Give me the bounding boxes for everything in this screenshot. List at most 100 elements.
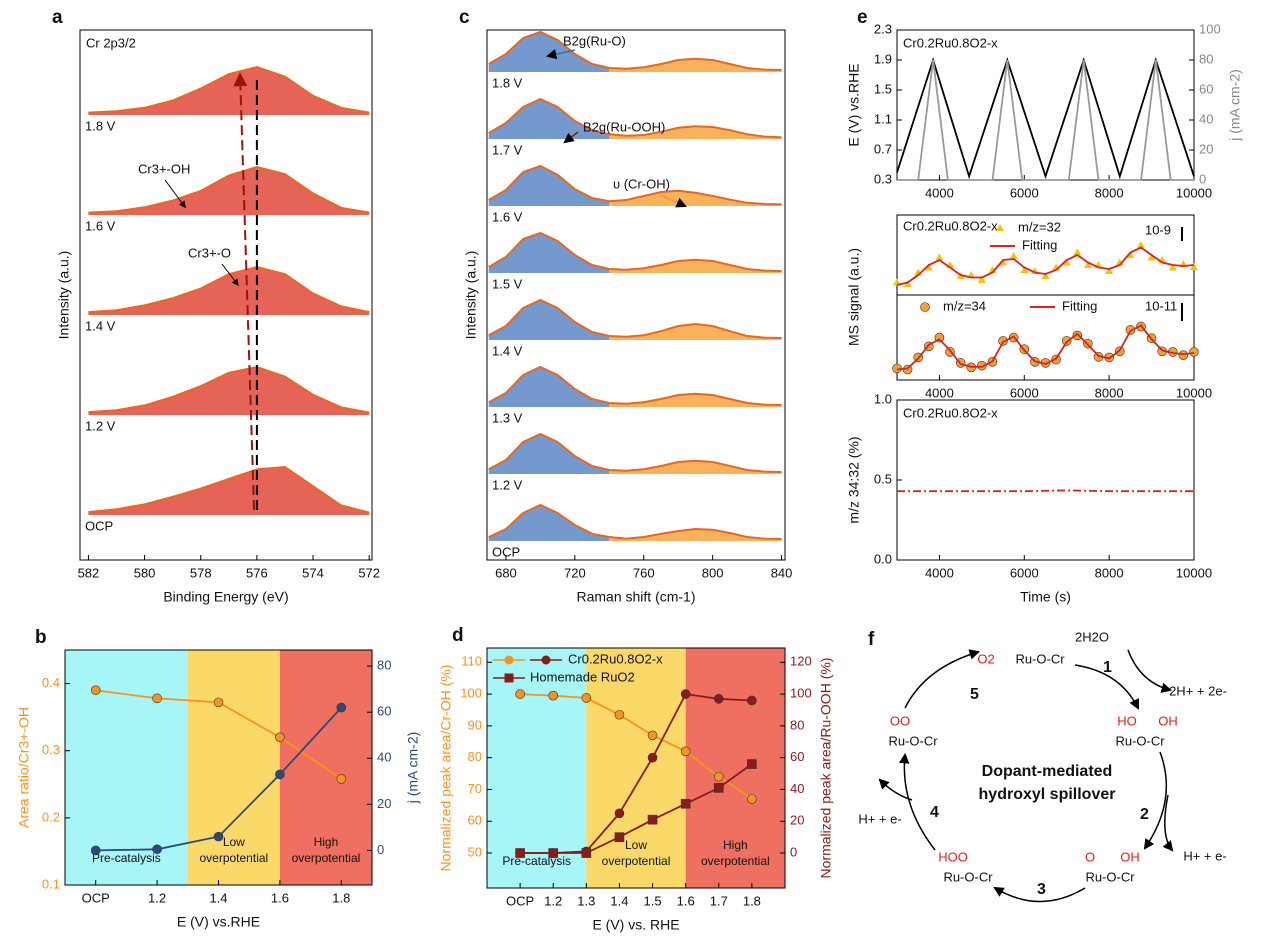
- x-tick-label: OCP: [506, 893, 534, 908]
- x-tick-label: 1.8: [332, 890, 350, 905]
- spectrum-label: 1.8 V: [85, 118, 116, 133]
- region: [187, 650, 280, 885]
- point: [614, 808, 625, 819]
- peak-area: [488, 233, 610, 273]
- panel-tag: Cr 2p3/2: [86, 35, 136, 50]
- y2-tick-label: 120: [790, 654, 812, 669]
- point: [336, 774, 347, 784]
- y-tick-label: 0.3: [874, 171, 892, 186]
- spectrum-line: [88, 165, 370, 214]
- spectrum-label: 1.2 V: [85, 418, 116, 433]
- species: OO: [890, 713, 910, 728]
- point: [213, 831, 224, 842]
- spectrum-line: [488, 432, 782, 473]
- step-label: 4: [930, 804, 939, 821]
- species: Ru-O-Cr: [1015, 651, 1065, 666]
- x-tick-label: 574: [302, 565, 324, 580]
- peak-area: [609, 58, 782, 72]
- point: [977, 276, 986, 283]
- peak-area: [88, 167, 370, 215]
- y-tick-label: 1.9: [874, 51, 892, 66]
- series-line: [520, 763, 753, 854]
- arrow: [1143, 751, 1168, 850]
- x-tick-label: 720: [564, 565, 586, 580]
- point: [713, 771, 724, 782]
- region-label: overpotential: [701, 854, 770, 868]
- legend-label: m/z=34: [943, 298, 986, 313]
- arrows: [878, 649, 1174, 903]
- y-axis-label: E (V) vs.RHE: [846, 63, 862, 146]
- panel-label: f: [868, 629, 875, 650]
- spectrum-line: [488, 97, 782, 139]
- peak-area: [609, 126, 782, 139]
- step-label: 2: [1140, 806, 1149, 823]
- region-label: Pre-catalysis: [502, 854, 571, 868]
- scale-bar-label: 10-11: [1145, 298, 1177, 313]
- y-axis-label: Area ratio/Cr3+-OH: [16, 707, 32, 828]
- panel-tag: Cr0.2Ru0.8O2-x: [903, 218, 998, 233]
- y2-tick-label: 20: [790, 813, 804, 828]
- y2-axis-label: Normalized peak area/Ru-OOH (%): [818, 658, 834, 879]
- y2-tick-label: 60: [1199, 81, 1213, 96]
- y-axis-label: m/z 34:32 (%): [846, 436, 862, 523]
- point: [998, 336, 1008, 346]
- y-axis-label: MS signal (a.u.): [846, 248, 862, 346]
- spectrum-line: [488, 503, 782, 540]
- point: [213, 697, 224, 708]
- y-tick-label: 0.3: [42, 742, 60, 757]
- spectrum-label: 1.3 V: [492, 410, 523, 425]
- x-tick-label: 760: [633, 565, 655, 580]
- x-axis-label: Raman shift (cm-1): [576, 589, 695, 605]
- point: [920, 302, 930, 312]
- point: [977, 360, 987, 371]
- annotation-arrow: [563, 131, 579, 144]
- diagram-f: f O2 Ru-O-Cr 2H2O 2H+ + 2e- HO OH Ru-O-C…: [858, 629, 1227, 903]
- x-axis-label: E (V) vs. RHE: [592, 917, 679, 933]
- peak-area: [609, 324, 782, 340]
- point: [1168, 263, 1177, 271]
- y2-tick-label: 0: [790, 844, 797, 859]
- point: [747, 759, 757, 769]
- point: [548, 848, 559, 858]
- plot-frame: [486, 29, 786, 561]
- point: [515, 848, 525, 858]
- annotation: Cr3+-OH: [138, 161, 190, 176]
- y-tick-label: 90: [468, 717, 482, 732]
- y2-tick-label: 100: [790, 686, 812, 701]
- region-label: overpotential: [199, 851, 268, 865]
- x-tick-label: 572: [358, 565, 380, 580]
- legend-marker: [504, 655, 514, 665]
- point: [1009, 252, 1018, 259]
- y2-tick-label: 0: [377, 842, 384, 857]
- species: Ru-O-Cr: [1115, 733, 1165, 748]
- point: [1136, 241, 1145, 248]
- spectrum-line: [88, 365, 370, 414]
- species: Ru-O-Cr: [888, 733, 938, 748]
- plot-frame: [486, 647, 786, 889]
- point: [996, 224, 1004, 231]
- arrow: [878, 778, 913, 801]
- point: [515, 689, 525, 699]
- species: Ru-O-Cr: [943, 869, 993, 884]
- series-line: [897, 59, 1194, 181]
- x-tick-label: 1.3: [577, 893, 595, 908]
- y-tick-label: 0.1: [42, 876, 60, 891]
- point: [924, 263, 933, 271]
- spectrum-label: 1.2 V: [492, 477, 523, 492]
- fit-line: [896, 324, 1195, 371]
- point: [713, 783, 724, 793]
- x-tick-label: 1.6: [271, 890, 289, 905]
- y2-axis-label: j (mA cm-2): [1227, 69, 1243, 142]
- series-line: [896, 57, 1195, 180]
- x-tick-label: 1.7: [710, 893, 728, 908]
- point: [614, 832, 625, 842]
- point: [614, 709, 625, 720]
- y2-tick-label: 20: [377, 796, 391, 811]
- y2-tick-label: 40: [790, 781, 804, 796]
- panel-tag: Cr0.2Ru0.8O2-x: [903, 405, 998, 420]
- spectrum-label: 1.4 V: [492, 343, 523, 358]
- spectrum-label: 1.4 V: [85, 318, 116, 333]
- point: [680, 798, 691, 809]
- arrow: [993, 886, 1086, 903]
- y2-tick-label: 100: [1199, 21, 1221, 36]
